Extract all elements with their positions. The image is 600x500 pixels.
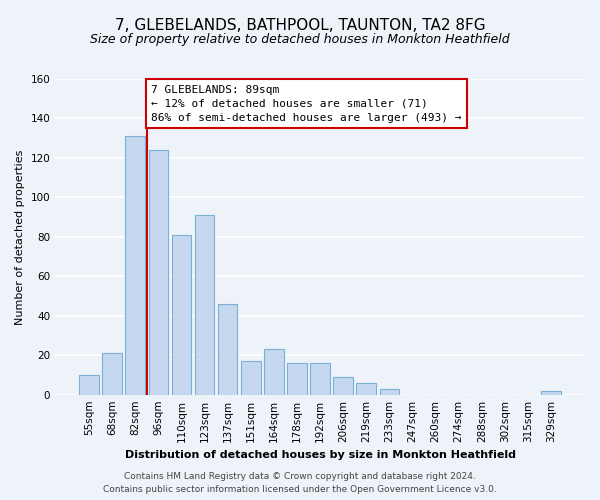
- Bar: [380, 389, 399, 394]
- Bar: [149, 150, 168, 394]
- Bar: [79, 375, 99, 394]
- Text: 7 GLEBELANDS: 89sqm
← 12% of detached houses are smaller (71)
86% of semi-detach: 7 GLEBELANDS: 89sqm ← 12% of detached ho…: [151, 85, 462, 123]
- Bar: [195, 215, 214, 394]
- Text: Contains HM Land Registry data © Crown copyright and database right 2024.
Contai: Contains HM Land Registry data © Crown c…: [103, 472, 497, 494]
- Text: 7, GLEBELANDS, BATHPOOL, TAUNTON, TA2 8FG: 7, GLEBELANDS, BATHPOOL, TAUNTON, TA2 8F…: [115, 18, 485, 32]
- X-axis label: Distribution of detached houses by size in Monkton Heathfield: Distribution of detached houses by size …: [125, 450, 515, 460]
- Bar: [218, 304, 238, 394]
- Text: Size of property relative to detached houses in Monkton Heathfield: Size of property relative to detached ho…: [90, 32, 510, 46]
- Bar: [541, 390, 561, 394]
- Y-axis label: Number of detached properties: Number of detached properties: [15, 149, 25, 324]
- Bar: [356, 383, 376, 394]
- Bar: [310, 363, 330, 394]
- Bar: [172, 235, 191, 394]
- Bar: [103, 353, 122, 395]
- Bar: [125, 136, 145, 394]
- Bar: [287, 363, 307, 394]
- Bar: [264, 350, 284, 395]
- Bar: [334, 377, 353, 394]
- Bar: [241, 361, 260, 394]
